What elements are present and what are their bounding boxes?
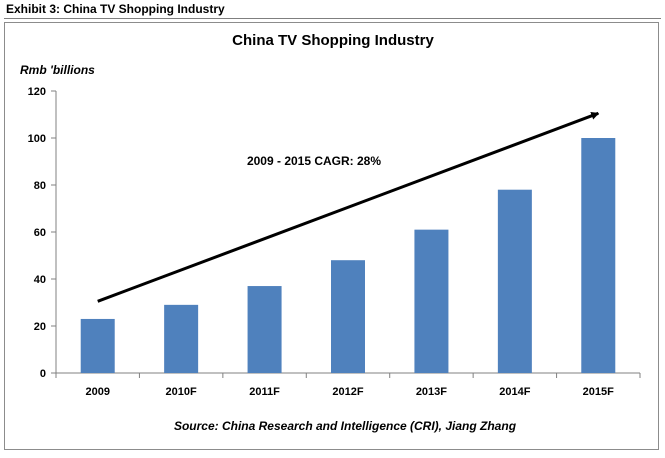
chart-title: China TV Shopping Industry [232, 32, 434, 49]
y-tick-label: 40 [34, 274, 46, 286]
y-tick-label: 80 [34, 180, 46, 192]
x-tick-label: 2009 [85, 386, 109, 398]
x-tick-label: 2011F [249, 386, 280, 398]
y-tick-label: 100 [28, 133, 46, 145]
chart-frame [4, 22, 659, 450]
x-tick-label: 2012F [332, 386, 363, 398]
x-tick-labels: 2009 2010F 2011F 2012F 2013F 2014F 2015F [85, 386, 614, 398]
bars [80, 138, 616, 373]
bar [247, 286, 282, 373]
bar [164, 304, 199, 373]
x-tick-label: 2013F [416, 386, 447, 398]
y-axis-label: Rmb 'billions [20, 63, 95, 77]
bar [331, 260, 365, 373]
x-tick-label: 2015F [583, 386, 614, 398]
y-tick-label: 0 [40, 368, 46, 380]
y-tick-label: 120 [28, 86, 46, 98]
trend-arrow [97, 111, 600, 303]
bar [581, 138, 616, 373]
y-tick-label: 20 [34, 321, 46, 333]
bar [497, 189, 532, 373]
x-tick-label: 2014F [499, 386, 530, 398]
exhibit-title: Exhibit 3: China TV Shopping Industry [6, 2, 225, 16]
y-tick-label: 60 [34, 227, 46, 239]
bar [414, 229, 449, 373]
source-note: Source: China Research and Intelligence … [174, 419, 517, 433]
x-tick-label: 2010F [166, 386, 197, 398]
y-tick-labels: 0 20 40 60 80 100 120 [28, 86, 46, 380]
header-divider [4, 18, 661, 19]
cagr-annotation: 2009 - 2015 CAGR: 28% [247, 154, 381, 168]
bar [80, 318, 115, 373]
